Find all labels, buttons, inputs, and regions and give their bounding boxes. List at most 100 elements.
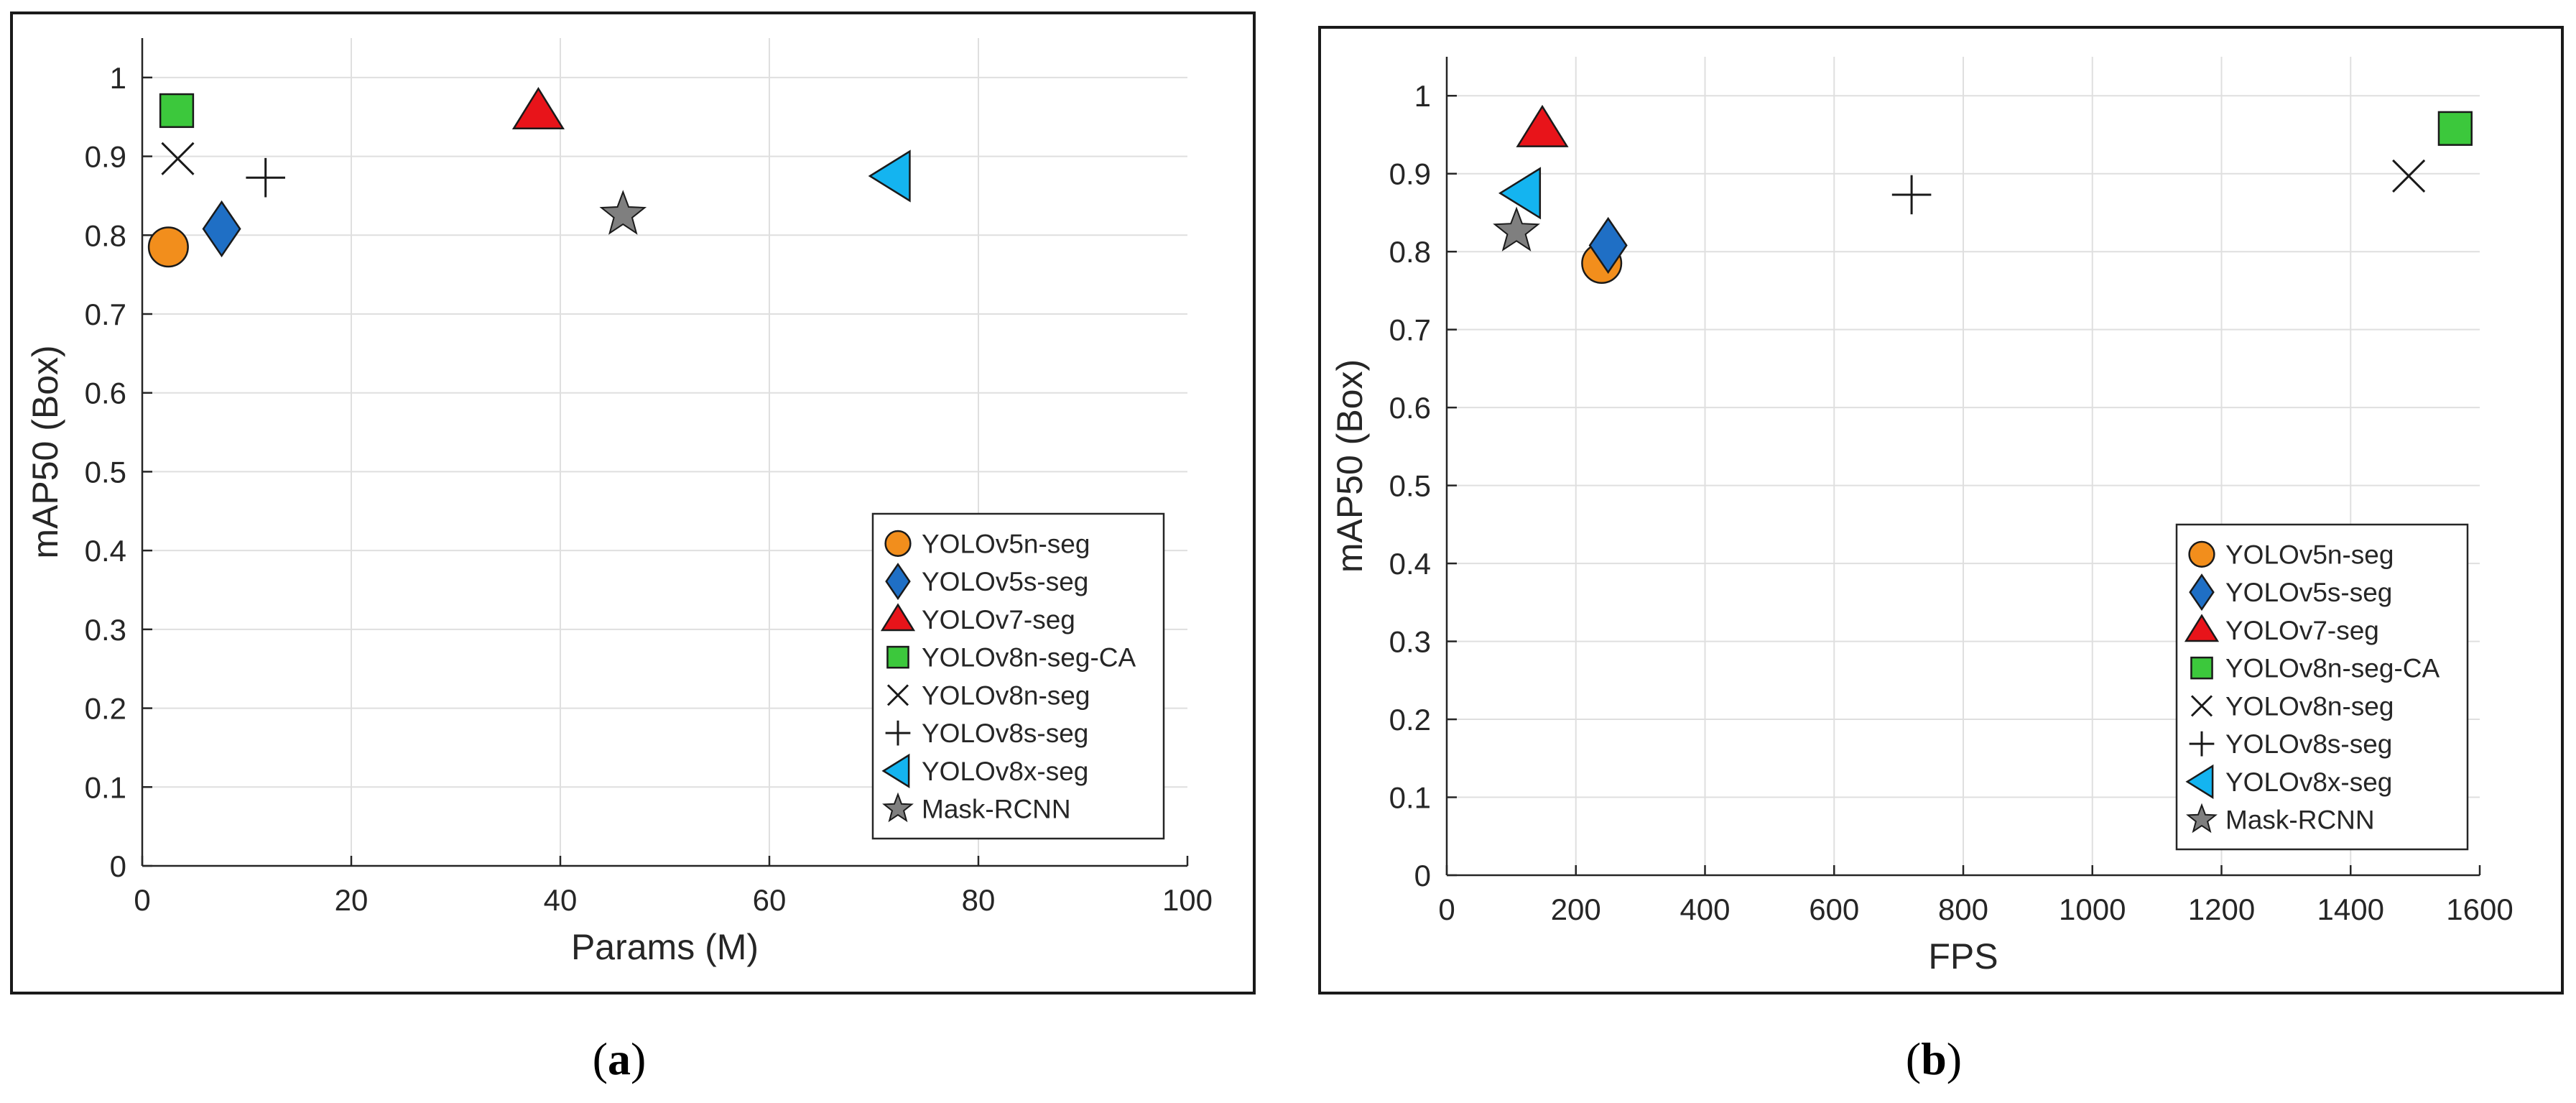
legend-label-yolov8s-seg: YOLOv8s-seg [922,719,1088,748]
y-tick-label: 0.2 [1389,703,1431,737]
x-axis-label: FPS [1928,936,1998,977]
y-tick-label: 0.8 [1389,235,1431,269]
point-yolov8s-seg [246,157,285,198]
y-tick-label: 0.5 [85,455,126,489]
y-tick-label: 1 [110,61,126,95]
legend-label-mask-rcnn: Mask-RCNN [2225,806,2375,835]
legend-label-mask-rcnn: Mask-RCNN [922,795,1071,824]
y-tick-label: 0.5 [1389,469,1431,503]
legend-marker-yolov7-seg [2184,614,2220,642]
point-yolov5s-seg [202,200,241,258]
x-axis-label: Params (M) [571,927,759,967]
x-tick-label: 1400 [2317,892,2384,926]
y-tick-label: 0.7 [1389,313,1431,347]
x-tick-label: 1600 [2446,892,2513,926]
panel-label-open-paren: ( [593,1033,608,1084]
panel-label-letter: b [1921,1033,1947,1084]
point-yolov7-seg [1516,104,1569,147]
panel-label-close-paren: ) [1947,1033,1962,1084]
point-yolov8x-seg [868,149,911,203]
legend-label-yolov8n-seg: YOLOv8n-seg [2225,691,2394,721]
y-axis-label: mAP50 (Box) [25,345,65,558]
legend: YOLOv5n-seg YOLOv5s-seg YOLOv7-seg YOLOv8n-… [871,512,1165,840]
chart-panel-a: 0 20 40 60 80 100 0 0.1 0.2 0.3 0.4 0.5 0.6 0.7 0.8 0.9… [10,11,1256,1084]
legend-marker-yolov5s-seg [885,563,911,601]
chart-panel-b: 0 200 400 600 800 1000 1200 1400 1600 0 0.1 0.2 0.3 0… [1318,26,2564,1084]
panel-label-letter: a [608,1033,631,1084]
point-yolov7-seg [511,86,565,130]
y-tick-label: 0.7 [85,297,126,331]
legend-label-yolov7-seg: YOLOv7-seg [2225,616,2379,645]
x-tick-label: 200 [1551,892,1601,926]
y-tick-label: 0 [110,849,126,883]
legend-marker-yolov5n-seg [2188,540,2215,568]
point-mask-rcnn [599,190,647,235]
legend-label-yolov5n-seg: YOLOv5n-seg [2225,540,2394,569]
point-yolov8n-seg-ca [159,93,195,129]
y-tick-label: 0.4 [1389,547,1431,581]
legend-label-yolov5s-seg: YOLOv5s-seg [2225,578,2392,607]
x-tick-label: 1000 [2059,892,2126,926]
x-tick-label: 600 [1809,892,1859,926]
y-tick-label: 0 [1414,859,1431,892]
legend-marker-mask-rcnn [2186,803,2218,834]
point-yolov8n-seg [161,142,195,175]
x-tick-label: 1200 [2188,892,2255,926]
legend-marker-yolov8s-seg [885,720,911,746]
x-tick-label: 100 [1162,883,1213,917]
panel-label: (a) [593,1033,647,1084]
legend-marker-yolov8n-seg-ca [886,645,909,669]
y-tick-label: 0.3 [1389,625,1431,659]
legend-box [2175,523,2469,851]
point-yolov8x-seg [1498,167,1542,220]
y-tick-label: 1 [1414,79,1431,113]
panel-label-close-paren: ) [631,1033,646,1084]
x-tick-label: 60 [753,883,787,917]
y-tick-label: 0.1 [1389,781,1431,815]
legend: YOLOv5n-seg YOLOv5s-seg YOLOv7-seg YOLOv8n-… [2175,523,2469,851]
legend-marker-yolov8n-seg [2190,695,2213,717]
legend-label-yolov8n-seg-ca: YOLOv8n-seg-CA [922,643,1136,673]
y-tick-label: 0.8 [85,218,126,252]
x-tick-label: 400 [1680,892,1730,926]
point-yolov8s-seg [1891,175,1932,215]
panel-label-open-paren: ( [1906,1033,1921,1084]
legend-marker-yolov8x-seg [881,753,910,788]
legend-marker-yolov5s-seg [2189,573,2215,612]
legend-label-yolov5s-seg: YOLOv5s-seg [922,567,1088,596]
legend-box [871,512,1165,840]
x-tick-label: 40 [544,883,578,917]
legend-marker-yolov7-seg [880,603,916,632]
x-tick-label: 0 [1438,892,1455,926]
y-tick-label: 0.1 [85,770,126,804]
legend-label-yolov8x-seg: YOLOv8x-seg [2225,767,2392,797]
y-tick-label: 0.3 [85,613,126,647]
legend-label-yolov7-seg: YOLOv7-seg [922,605,1075,634]
point-yolov5n-seg [147,226,189,268]
legend-label-yolov8s-seg: YOLOv8s-seg [2225,729,2392,759]
y-tick-label: 0.9 [1389,157,1431,191]
legend-marker-yolov8n-seg-ca [2190,656,2213,680]
y-tick-label: 0.9 [85,140,126,174]
point-yolov5s-seg [1588,216,1628,274]
y-tick-label: 0.2 [85,692,126,726]
y-tick-label: 0.4 [85,534,126,568]
point-yolov8n-seg-ca [2437,111,2473,146]
legend-marker-yolov8x-seg [2185,764,2214,799]
legend-marker-mask-rcnn [882,792,914,823]
panel-label: (b) [1906,1033,1962,1084]
y-tick-label: 0.6 [85,377,126,410]
x-tick-label: 80 [962,883,996,917]
legend-marker-yolov8s-seg [2189,731,2215,757]
legend-label-yolov8n-seg: YOLOv8n-seg [922,680,1090,710]
point-mask-rcnn [1493,206,1540,251]
y-axis-label: mAP50 (Box) [1330,359,1370,573]
x-tick-label: 0 [134,883,150,917]
legend-label-yolov8n-seg-ca: YOLOv8n-seg-CA [2225,654,2440,683]
legend-marker-yolov5n-seg [884,530,912,557]
y-tick-label: 0.6 [1389,391,1431,425]
legend-label-yolov5n-seg: YOLOv5n-seg [922,529,1090,558]
x-tick-label: 20 [335,883,369,917]
legend-label-yolov8x-seg: YOLOv8x-seg [922,757,1088,786]
